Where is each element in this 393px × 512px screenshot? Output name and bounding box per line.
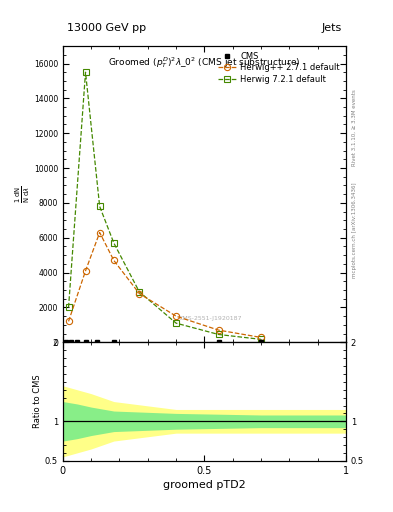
Herwig++ 2.7.1 default: [216, 327, 221, 333]
CMS: [75, 339, 79, 346]
Herwig++ 2.7.1 default: [259, 334, 263, 340]
CMS: [94, 339, 99, 346]
Herwig 7.2.1 default: [174, 320, 178, 326]
Herwig 7.2.1 default: [83, 69, 88, 75]
CMS: [112, 339, 116, 346]
Herwig++ 2.7.1 default: [112, 258, 116, 264]
Herwig 7.2.1 default: [66, 305, 71, 311]
Herwig++ 2.7.1 default: [66, 318, 71, 325]
Y-axis label: Ratio to CMS: Ratio to CMS: [33, 375, 42, 429]
Y-axis label: $\frac{1}{\mathrm{N}}\frac{\mathrm{dN}}{\mathrm{d}\lambda}$: $\frac{1}{\mathrm{N}}\frac{\mathrm{dN}}{…: [14, 185, 32, 203]
Text: CMS-2551-J1920187: CMS-2551-J1920187: [178, 316, 242, 321]
CMS: [83, 339, 88, 346]
Line: Herwig 7.2.1 default: Herwig 7.2.1 default: [65, 69, 264, 343]
CMS: [63, 339, 68, 346]
Herwig 7.2.1 default: [216, 331, 221, 337]
Herwig++ 2.7.1 default: [83, 268, 88, 274]
Text: 13000 GeV pp: 13000 GeV pp: [67, 23, 146, 33]
CMS: [259, 339, 263, 345]
Text: mcplots.cern.ch [arXiv:1306.3436]: mcplots.cern.ch [arXiv:1306.3436]: [352, 183, 357, 278]
X-axis label: groomed pTD2: groomed pTD2: [163, 480, 246, 490]
Legend: CMS, Herwig++ 2.7.1 default, Herwig 7.2.1 default: CMS, Herwig++ 2.7.1 default, Herwig 7.2.…: [216, 50, 342, 86]
Text: Rivet 3.1.10, ≥ 3.3M events: Rivet 3.1.10, ≥ 3.3M events: [352, 90, 357, 166]
Text: Jets: Jets: [321, 23, 342, 33]
Herwig 7.2.1 default: [97, 203, 102, 209]
Herwig++ 2.7.1 default: [97, 229, 102, 236]
Herwig 7.2.1 default: [137, 289, 141, 295]
Herwig++ 2.7.1 default: [174, 313, 178, 319]
Herwig++ 2.7.1 default: [137, 290, 141, 296]
Text: Groomed $(p_T^D)^2\lambda\_0^2$ (CMS jet substructure): Groomed $(p_T^D)^2\lambda\_0^2$ (CMS jet…: [108, 55, 301, 70]
Line: Herwig++ 2.7.1 default: Herwig++ 2.7.1 default: [65, 229, 264, 340]
CMS: [216, 339, 221, 346]
Herwig 7.2.1 default: [112, 240, 116, 246]
Line: CMS: CMS: [63, 339, 263, 345]
CMS: [69, 339, 74, 346]
Herwig 7.2.1 default: [259, 336, 263, 343]
